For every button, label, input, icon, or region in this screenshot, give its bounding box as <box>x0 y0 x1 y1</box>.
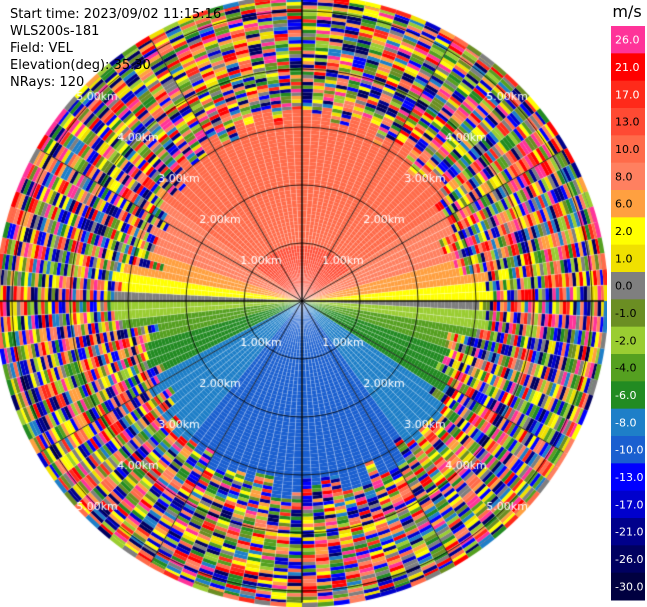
colorbar-bin <box>611 463 645 492</box>
colorbar-bin <box>611 53 645 82</box>
colorbar-tick-label: -10.0 <box>615 444 643 457</box>
colorbar-tick-label: -8.0 <box>615 416 636 429</box>
instrument-label: WLS200s-181 <box>10 24 100 39</box>
colorbar-tick-label: -17.0 <box>615 498 643 511</box>
field-label: Field: VEL <box>10 41 73 56</box>
colorbar-tick-label: -13.0 <box>615 471 643 484</box>
colorbar-bin <box>611 326 645 355</box>
colorbar-bin <box>611 135 645 164</box>
colorbar-bin <box>611 299 645 328</box>
colorbar-tick-label: 8.0 <box>615 170 633 183</box>
elevation-label: Elevation(deg): 35.30 <box>10 58 151 73</box>
colorbar-bin <box>611 162 645 191</box>
colorbar-tick-label: -4.0 <box>615 362 636 375</box>
colorbar-tick-label: 1.0 <box>615 252 633 265</box>
colorbar-bin <box>611 354 645 382</box>
colorbar-tick-label: 17.0 <box>615 88 640 101</box>
colorbar-tick-label: -1.0 <box>615 307 636 320</box>
colorbar-bin <box>611 217 645 246</box>
colorbar-bin <box>611 244 645 273</box>
colorbar-tick-label: -21.0 <box>615 526 643 539</box>
start-time-label: Start time: 2023/09/02 11:15:16 <box>10 7 222 22</box>
colorbar-bin <box>611 408 645 437</box>
colorbar-tick-label: -26.0 <box>615 553 643 566</box>
colorbar-unit: m/s <box>612 2 641 21</box>
colorbar-bin <box>611 26 645 54</box>
colorbar-tick-label: 0.0 <box>615 280 633 293</box>
colorbar-bin <box>611 381 645 410</box>
colorbar-bin <box>611 436 645 464</box>
colorbar-tick-label: -30.0 <box>615 580 643 593</box>
colorbar-bin <box>611 108 645 136</box>
colorbar-tick-label: -2.0 <box>615 334 636 347</box>
scan-info: Start time: 2023/09/02 11:15:16 WLS200s-… <box>10 6 221 91</box>
radar-ppi-plot <box>0 0 607 607</box>
colorbar-bin <box>611 490 645 519</box>
colorbar-bin <box>611 80 645 109</box>
colorbar-tick-label: 10.0 <box>615 143 640 156</box>
colorbar-tick-label: 21.0 <box>615 61 640 74</box>
velocity-colorbar: m/s 26.0 21.0 17.0 13.0 10.0 8.0 6.0 2.0 1.0 0.0 -1… <box>611 2 645 601</box>
colorbar-tick-label: 13.0 <box>615 116 640 129</box>
colorbar-tick-label: 2.0 <box>615 225 633 238</box>
colorbar-bin <box>611 190 645 218</box>
colorbar-tick-label: 6.0 <box>615 198 633 211</box>
nrays-label: NRays: 120 <box>10 75 85 90</box>
colorbar-bin <box>611 518 645 546</box>
colorbar-bin <box>611 272 645 300</box>
colorbar-bin <box>611 572 645 601</box>
colorbar-bin <box>611 545 645 574</box>
colorbar-tick-label: -6.0 <box>615 389 636 402</box>
colorbar-tick-label: 26.0 <box>615 34 640 47</box>
